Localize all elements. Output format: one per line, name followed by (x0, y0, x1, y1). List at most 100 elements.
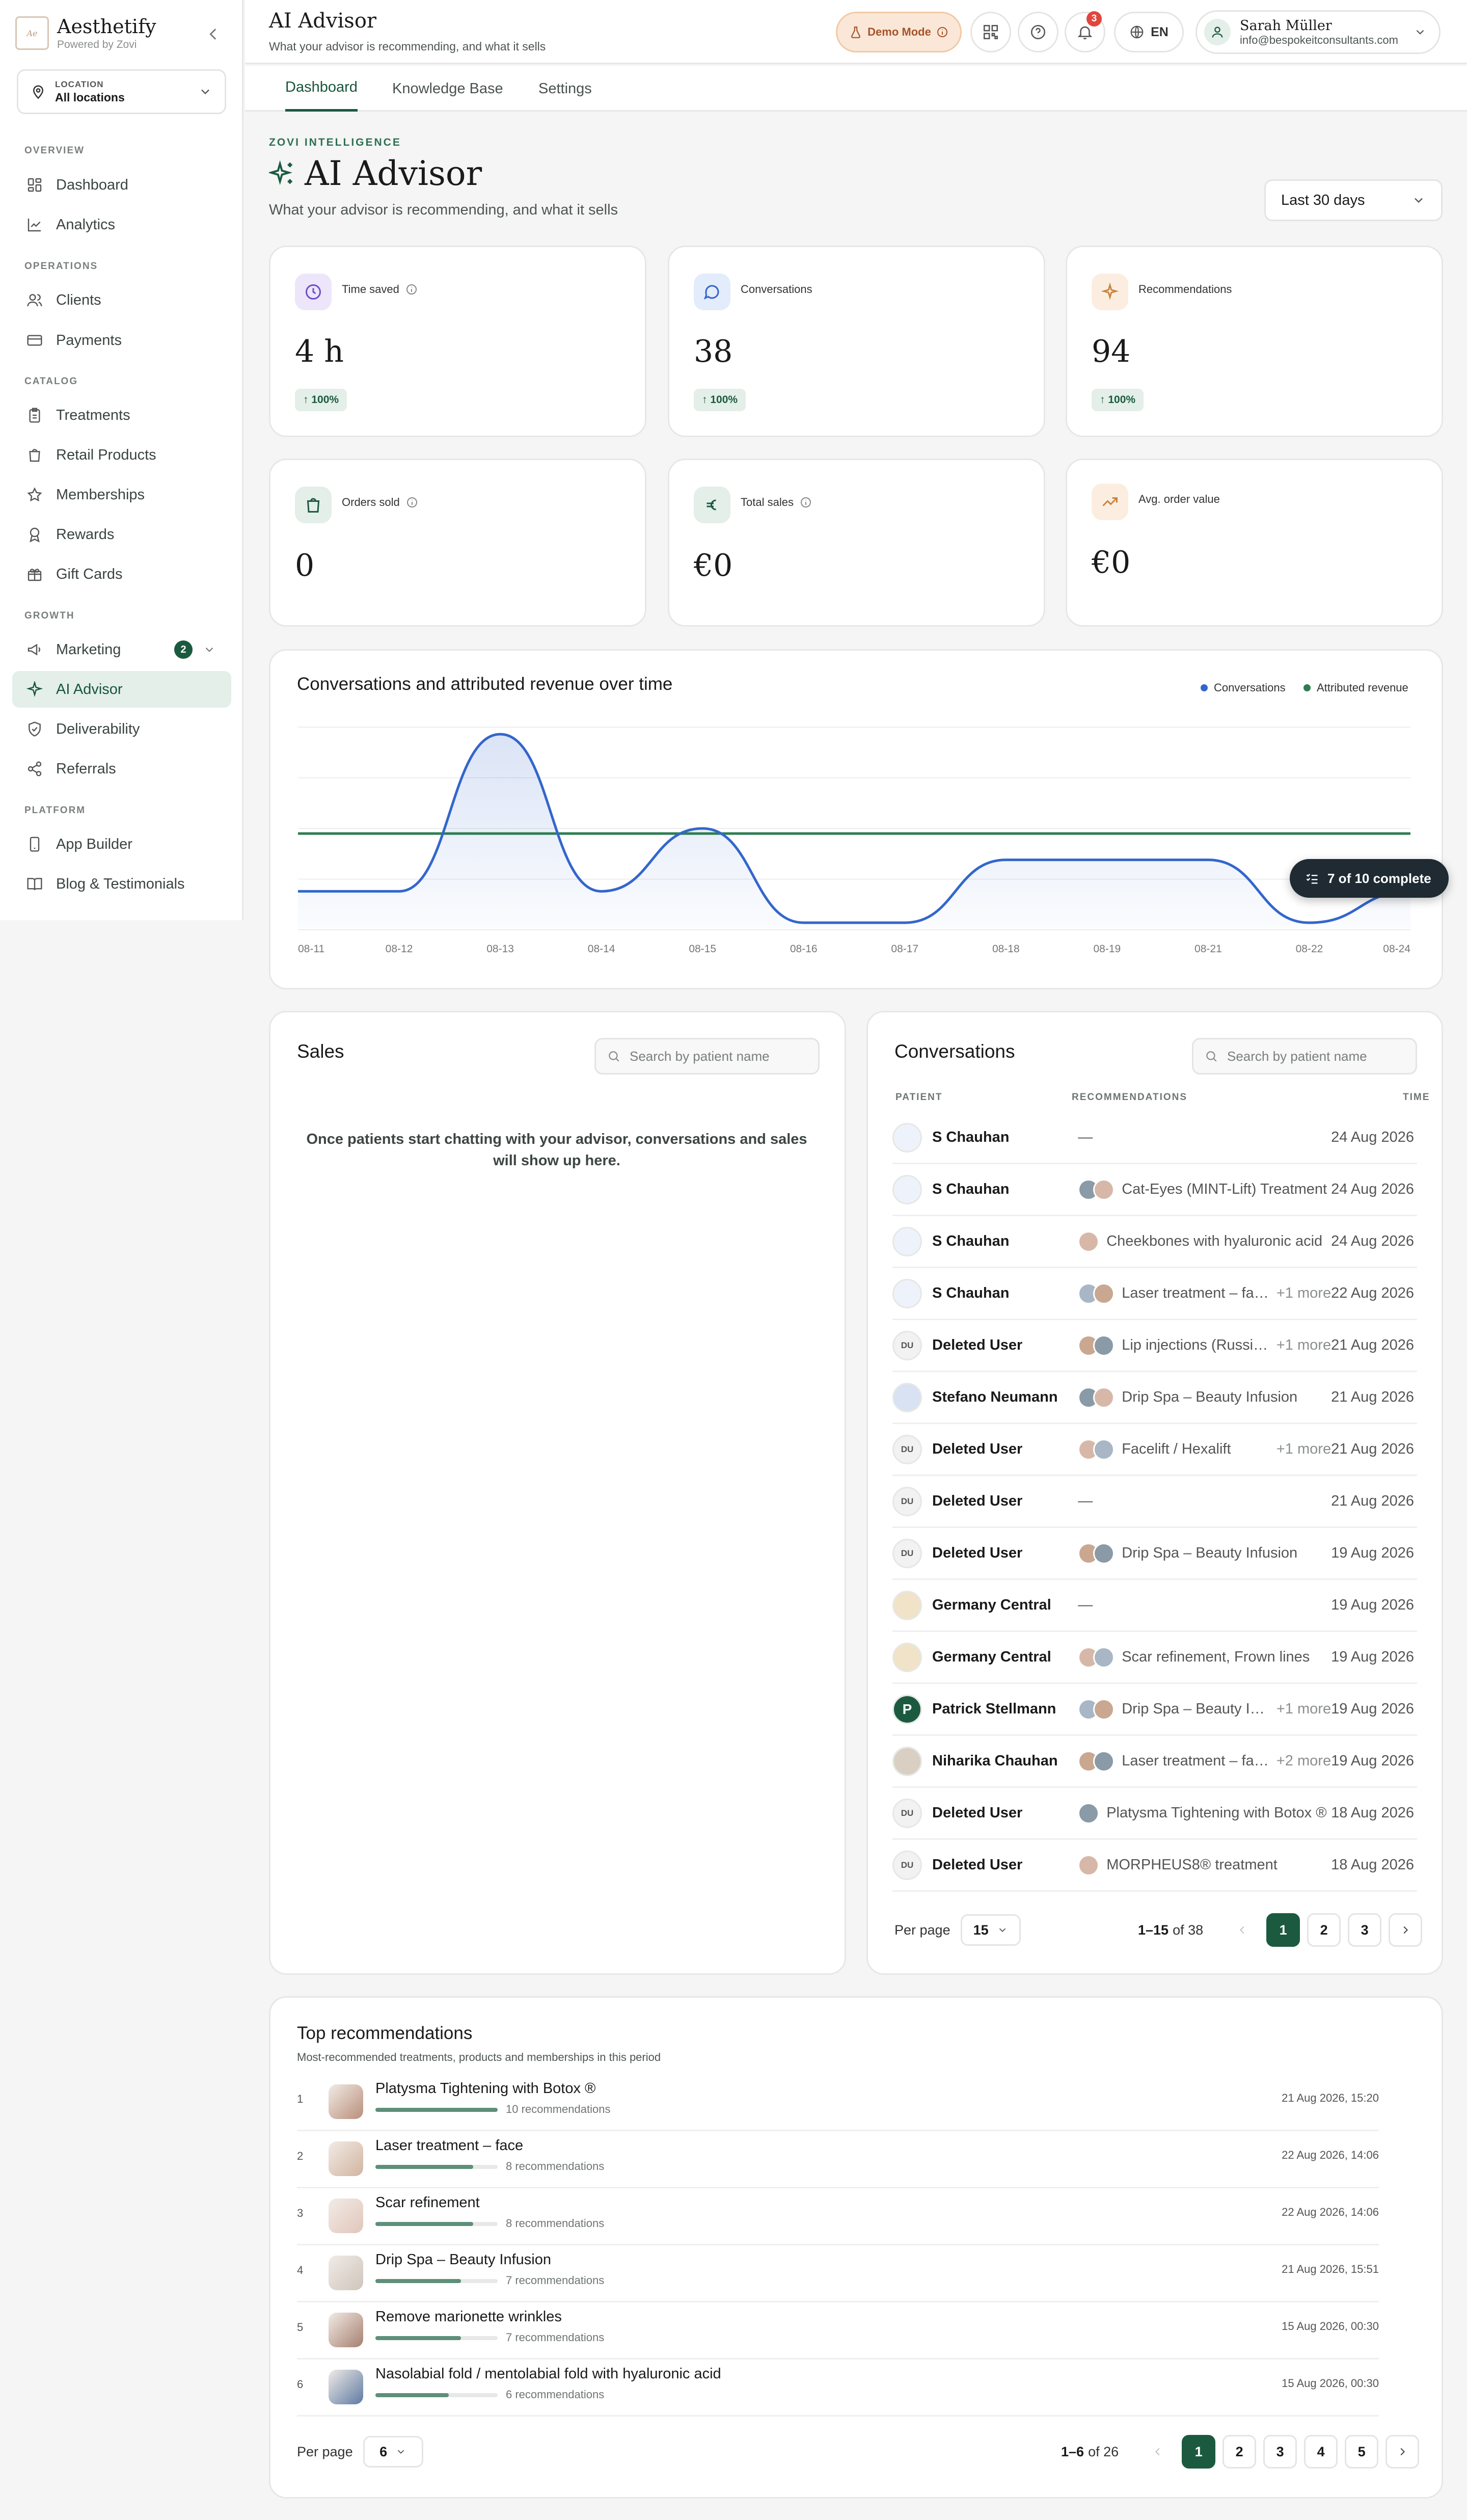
treatment-name: Scar refinement (375, 2194, 480, 2211)
tab-settings[interactable]: Settings (538, 80, 592, 97)
series-line-conversations[interactable] (298, 733, 1411, 924)
sidebar-item-app-builder[interactable]: App Builder (12, 826, 231, 863)
list-item[interactable]: 6 Nasolabial fold / mentolabial fold with… (297, 2360, 1379, 2417)
info-icon[interactable] (800, 496, 812, 508)
prev-page-button[interactable] (1141, 2435, 1175, 2469)
chevron-down-icon[interactable] (203, 643, 216, 656)
list-item[interactable]: 3 Scar refinement 8 recommendations 22 Aug … (297, 2188, 1379, 2245)
sidebar-item-clients[interactable]: Clients (12, 282, 231, 318)
help-button[interactable] (1018, 12, 1058, 52)
sales-search-input[interactable]: Search by patient name (594, 1038, 820, 1075)
table-row[interactable]: S Chauhan Cheekbones with hyaluronic acid… (892, 1216, 1417, 1268)
recommendations-cell: Facelift / Hexalift +1 more (1078, 1438, 1331, 1460)
language-selector[interactable]: EN (1114, 12, 1184, 52)
list-item[interactable]: 4 Drip Spa – Beauty Infusion 7 recommendat… (297, 2245, 1379, 2302)
sidebar-item-marketing[interactable]: Marketing 2 (12, 631, 231, 668)
rank: 2 (297, 2150, 304, 2162)
top-recs-title: Top recommendations (297, 2023, 473, 2043)
recommendations-cell: MORPHEUS8® treatment (1078, 1854, 1331, 1876)
chevron-right-icon (1403, 1926, 1408, 1934)
page-button[interactable]: 2 (1222, 2435, 1257, 2469)
sidebar-item-deliverability[interactable]: Deliverability (12, 711, 231, 747)
conversation-date: 22 Aug 2026 (1331, 1285, 1414, 1301)
page-button[interactable]: 1 (1182, 2435, 1216, 2469)
stat-value: €0 (1092, 545, 1131, 580)
page-button[interactable]: 5 (1345, 2435, 1379, 2469)
stat-delta-badge: ↑ 100% (694, 389, 746, 411)
table-row[interactable]: DU Deleted User Drip Spa – Beauty Infusion… (892, 1528, 1417, 1580)
page-button[interactable]: 2 (1307, 1913, 1341, 1947)
tab-bar: Dashboard Knowledge Base Settings (245, 66, 1467, 112)
recommendation-text: Laser treatment – face (1122, 1285, 1269, 1301)
sidebar-item-memberships[interactable]: Memberships (12, 476, 231, 513)
sidebar-item-payments[interactable]: Payments (12, 322, 231, 359)
collapse-sidebar-icon[interactable] (205, 25, 222, 43)
treatment-name: Nasolabial fold / mentolabial fold with … (375, 2366, 721, 2382)
per-page-select[interactable]: 6 (363, 2436, 423, 2468)
chevron-down-icon (1416, 30, 1424, 35)
sidebar-item-blog-testimonials[interactable]: Blog & Testimonials (12, 866, 231, 902)
page-button[interactable]: 3 (1263, 2435, 1297, 2469)
stat-label: Time saved (342, 283, 399, 296)
table-row[interactable]: S Chauhan Cat-Eyes (MINT-Lift) Treatment 2… (892, 1164, 1417, 1216)
conversations-search-input[interactable]: Search by patient name (1192, 1038, 1417, 1075)
date-range-select[interactable]: Last 30 days (1264, 179, 1443, 221)
table-row[interactable]: DU Deleted User MORPHEUS8® treatment 18 Aug… (892, 1840, 1417, 1892)
patient-name: Deleted User (932, 1545, 1023, 1561)
stat-value: 0 (295, 548, 315, 583)
per-page-select[interactable]: 15 (960, 1914, 1021, 1946)
conversation-date: 24 Aug 2026 (1331, 1181, 1414, 1197)
conversation-date: 24 Aug 2026 (1331, 1129, 1414, 1145)
sidebar-item-ai-advisor[interactable]: AI Advisor (12, 671, 231, 708)
top-recommendations-card: Top recommendations Most-recommended tre… (269, 1996, 1443, 2499)
list-item[interactable]: 2 Laser treatment – face 8 recommendations… (297, 2131, 1379, 2188)
demo-mode-button[interactable]: Demo Mode (836, 12, 962, 52)
table-row[interactable]: Niharika Chauhan Laser treatment – face +2… (892, 1736, 1417, 1788)
table-row[interactable]: Stefano Neumann Drip Spa – Beauty Infusio… (892, 1372, 1417, 1424)
sidebar-item-rewards[interactable]: Rewards (12, 516, 231, 553)
info-icon[interactable] (405, 283, 418, 296)
page-button[interactable]: 1 (1266, 1913, 1300, 1947)
tab-knowledge-base[interactable]: Knowledge Base (392, 80, 503, 97)
avatar: DU (892, 1434, 922, 1464)
treatment-thumbnail (329, 2313, 363, 2347)
tab-dashboard[interactable]: Dashboard (285, 66, 358, 112)
user-menu[interactable]: Sarah Müller info@bespokeitconsultants.c… (1196, 10, 1441, 54)
sidebar-item-gift-cards[interactable]: Gift Cards (12, 556, 231, 593)
table-row[interactable]: S Chauhan Laser treatment – face +1 more 22… (892, 1268, 1417, 1320)
treatment-name: Laser treatment – face (375, 2137, 524, 2154)
prev-page-button[interactable] (1226, 1913, 1260, 1947)
help-icon (1030, 24, 1046, 40)
list-item[interactable]: 5 Remove marionette wrinkles 7 recommendat… (297, 2302, 1379, 2360)
page-button[interactable]: 4 (1304, 2435, 1338, 2469)
info-icon[interactable] (406, 496, 418, 508)
sidebar-item-dashboard[interactable]: Dashboard (12, 167, 231, 203)
brand[interactable]: Ae Aesthetify Powered by Zovi (15, 15, 156, 51)
qr-code-button[interactable] (970, 12, 1011, 52)
notifications-button[interactable]: 3 (1065, 11, 1105, 52)
section-overview: OVERVIEW (24, 145, 85, 156)
next-page-button[interactable] (1386, 2435, 1420, 2469)
table-row[interactable]: Germany Central Scar refinement, Frown li… (892, 1632, 1417, 1684)
avatar: DU (892, 1330, 922, 1360)
location-label: LOCATION (55, 79, 104, 89)
last-recommended-date: 15 Aug 2026, 00:30 (1282, 2320, 1379, 2333)
x-tick-label: 08-16 (790, 943, 818, 955)
sidebar-item-treatments[interactable]: Treatments (12, 397, 231, 434)
sidebar-item-retail-products[interactable]: Retail Products (12, 437, 231, 473)
page-button[interactable]: 3 (1348, 1913, 1382, 1947)
table-row[interactable]: DU Deleted User Lip injections (Russian li… (892, 1320, 1417, 1372)
location-selector[interactable]: LOCATION All locations (17, 69, 226, 114)
table-row[interactable]: Germany Central — 19 Aug 2026 (892, 1580, 1417, 1632)
sidebar-item-referrals[interactable]: Referrals (12, 750, 231, 787)
sidebar-item-analytics[interactable]: Analytics (12, 206, 231, 243)
table-row[interactable]: DU Deleted User Platysma Tightening with B… (892, 1788, 1417, 1840)
table-row[interactable]: S Chauhan — 24 Aug 2026 (892, 1112, 1417, 1164)
table-row[interactable]: DU Deleted User Facelift / Hexalift +1 more… (892, 1424, 1417, 1476)
next-page-button[interactable] (1389, 1913, 1423, 1947)
onboarding-progress-toast[interactable]: 7 of 10 complete (1290, 859, 1449, 898)
flask-icon (851, 26, 861, 38)
list-item[interactable]: 1 Platysma Tightening with Botox ® 10 reco… (297, 2074, 1379, 2131)
table-row[interactable]: P Patrick Stellmann Drip Spa – Beauty Infu… (892, 1684, 1417, 1736)
table-row[interactable]: DU Deleted User — 21 Aug 2026 (892, 1476, 1417, 1528)
